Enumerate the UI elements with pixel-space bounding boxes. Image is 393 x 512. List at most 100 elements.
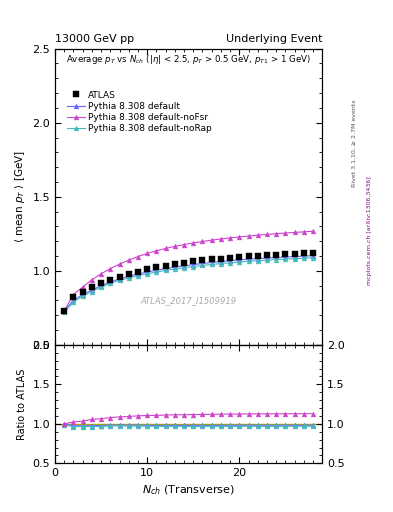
ATLAS [274,251,279,258]
Y-axis label: Ratio to ATLAS: Ratio to ATLAS [17,369,27,440]
Pythia 8.308 default-noFsr [219,236,223,242]
ATLAS [173,261,177,267]
Y-axis label: $\langle$ mean $p_T$ $\rangle$ [GeV]: $\langle$ mean $p_T$ $\rangle$ [GeV] [13,151,27,243]
Pythia 8.308 default-noFsr [99,271,103,277]
X-axis label: $N_{ch}$ (Transverse): $N_{ch}$ (Transverse) [142,484,235,497]
Pythia 8.308 default [246,256,251,262]
ATLAS [292,250,297,257]
Pythia 8.308 default [228,258,233,264]
Pythia 8.308 default-noRap [117,278,122,284]
Pythia 8.308 default-noRap [274,257,279,263]
ATLAS [117,273,122,280]
Pythia 8.308 default [219,259,223,265]
Pythia 8.308 default-noFsr [191,240,196,246]
Pythia 8.308 default-noFsr [80,284,85,290]
Pythia 8.308 default [108,279,113,285]
ATLAS [228,254,233,261]
Pythia 8.308 default [283,254,288,260]
Pythia 8.308 default-noFsr [163,245,168,251]
Text: Rivet 3.1.10, ≥ 2.7M events: Rivet 3.1.10, ≥ 2.7M events [352,99,357,187]
Pythia 8.308 default-noFsr [264,231,269,238]
ATLAS [264,252,269,258]
Pythia 8.308 default-noRap [246,258,251,264]
Pythia 8.308 default-noRap [264,257,269,263]
ATLAS [209,257,214,263]
Pythia 8.308 default-noFsr [108,266,113,272]
Text: Underlying Event: Underlying Event [226,33,322,44]
Pythia 8.308 default-noRap [127,275,131,281]
Pythia 8.308 default [127,273,131,280]
Pythia 8.308 default-noRap [99,284,103,290]
Pythia 8.308 default-noFsr [62,308,66,314]
Pythia 8.308 default [301,253,306,259]
Pythia 8.308 default [182,263,186,269]
ATLAS [219,255,223,262]
ATLAS [136,268,140,274]
Pythia 8.308 default [200,261,205,267]
Pythia 8.308 default-noRap [163,267,168,273]
Pythia 8.308 default [292,253,297,260]
Pythia 8.308 default-noRap [108,281,113,287]
Pythia 8.308 default-noFsr [127,257,131,263]
Pythia 8.308 default-noFsr [200,239,205,245]
Pythia 8.308 default-noFsr [154,248,159,254]
Pythia 8.308 default-noRap [182,265,186,271]
Pythia 8.308 default-noRap [145,271,149,277]
Text: mcplots.cern.ch [arXiv:1306.3436]: mcplots.cern.ch [arXiv:1306.3436] [367,176,373,285]
Pythia 8.308 default-noRap [209,261,214,267]
Pythia 8.308 default-noRap [191,264,196,270]
Pythia 8.308 default [209,260,214,266]
Pythia 8.308 default-noFsr [283,230,288,236]
Pythia 8.308 default-noRap [90,288,94,294]
Pythia 8.308 default-noFsr [182,242,186,248]
Pythia 8.308 default [191,262,196,268]
ATLAS [62,308,66,314]
ATLAS [108,276,113,283]
Pythia 8.308 default-noRap [173,266,177,272]
ATLAS [127,271,131,277]
Pythia 8.308 default-noFsr [237,234,242,240]
Pythia 8.308 default-noRap [136,272,140,279]
Pythia 8.308 default [173,264,177,270]
Pythia 8.308 default [237,257,242,263]
Pythia 8.308 default-noRap [154,269,159,275]
Pythia 8.308 default [255,255,260,262]
Pythia 8.308 default-noFsr [136,253,140,260]
Text: 13000 GeV pp: 13000 GeV pp [55,33,134,44]
Pythia 8.308 default-noRap [283,256,288,262]
Pythia 8.308 default [99,283,103,289]
Pythia 8.308 default-noRap [71,299,76,305]
Pythia 8.308 default-noFsr [246,233,251,239]
ATLAS [301,250,306,257]
Pythia 8.308 default-noRap [255,258,260,264]
Pythia 8.308 default-noFsr [173,243,177,249]
ATLAS [182,260,186,266]
Pythia 8.308 default-noFsr [228,235,233,241]
Pythia 8.308 default-noFsr [274,230,279,237]
Pythia 8.308 default [71,297,76,304]
ATLAS [246,253,251,260]
Pythia 8.308 default [264,255,269,261]
Pythia 8.308 default-noRap [301,255,306,261]
Pythia 8.308 default [145,269,149,275]
Pythia 8.308 default [62,308,66,314]
Pythia 8.308 default [163,266,168,272]
Pythia 8.308 default-noRap [80,293,85,299]
Pythia 8.308 default-noRap [219,261,223,267]
Pythia 8.308 default-noFsr [117,261,122,267]
Pythia 8.308 default-noRap [292,255,297,262]
Pythia 8.308 default-noFsr [311,228,316,234]
Legend: ATLAS, Pythia 8.308 default, Pythia 8.308 default-noFsr, Pythia 8.308 default-no: ATLAS, Pythia 8.308 default, Pythia 8.30… [65,89,214,135]
ATLAS [99,280,103,286]
ATLAS [145,266,149,272]
Pythia 8.308 default [117,276,122,282]
Pythia 8.308 default-noFsr [71,291,76,297]
Pythia 8.308 default-noRap [228,260,233,266]
Line: Pythia 8.308 default-noFsr: Pythia 8.308 default-noFsr [62,229,316,313]
ATLAS [163,263,168,269]
Line: Pythia 8.308 default: Pythia 8.308 default [62,253,316,313]
Text: ATLAS_2017_I1509919: ATLAS_2017_I1509919 [141,296,237,305]
ATLAS [200,258,205,264]
ATLAS [311,250,316,256]
ATLAS [71,294,76,301]
